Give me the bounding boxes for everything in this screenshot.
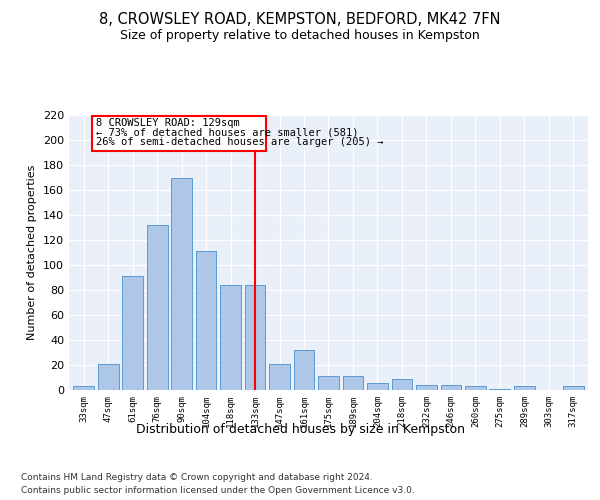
Y-axis label: Number of detached properties: Number of detached properties (28, 165, 37, 340)
Bar (92, 116, 266, 151)
Bar (196, 251, 217, 390)
Bar (245, 285, 265, 390)
Bar (147, 225, 167, 390)
Bar (171, 178, 192, 390)
Text: Size of property relative to detached houses in Kempston: Size of property relative to detached ho… (120, 29, 480, 42)
Text: Contains public sector information licensed under the Open Government Licence v3: Contains public sector information licen… (21, 486, 415, 495)
Bar (416, 385, 437, 390)
Bar (318, 376, 339, 390)
Text: 26% of semi-detached houses are larger (205) →: 26% of semi-detached houses are larger (… (96, 137, 383, 147)
Text: 8 CROWSLEY ROAD: 129sqm: 8 CROWSLEY ROAD: 129sqm (96, 118, 239, 128)
Bar (293, 350, 314, 390)
Bar (122, 276, 143, 390)
Text: ← 73% of detached houses are smaller (581): ← 73% of detached houses are smaller (58… (96, 128, 358, 138)
Bar (440, 385, 461, 390)
Bar (220, 285, 241, 390)
Text: 8, CROWSLEY ROAD, KEMPSTON, BEDFORD, MK42 7FN: 8, CROWSLEY ROAD, KEMPSTON, BEDFORD, MK4… (99, 12, 501, 28)
Bar (343, 376, 364, 390)
Bar (367, 382, 388, 390)
Bar (514, 386, 535, 390)
Bar (269, 364, 290, 390)
Bar (490, 389, 510, 390)
Bar (73, 386, 94, 390)
Bar (98, 364, 119, 390)
Text: Distribution of detached houses by size in Kempston: Distribution of detached houses by size … (136, 422, 464, 436)
Bar (392, 379, 412, 390)
Text: Contains HM Land Registry data © Crown copyright and database right 2024.: Contains HM Land Registry data © Crown c… (21, 472, 373, 482)
Bar (563, 386, 584, 390)
Bar (465, 386, 486, 390)
